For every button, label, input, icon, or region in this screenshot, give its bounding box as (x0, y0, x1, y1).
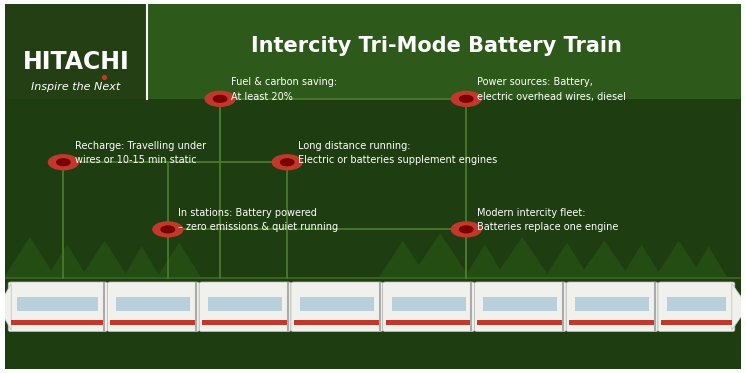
Bar (0, 369, 746, 373)
Text: Power sources: Battery,
electric overhead wires, diesel: Power sources: Battery, electric overhea… (477, 77, 627, 102)
Polygon shape (0, 283, 11, 330)
Bar (386, 320, 471, 325)
Bar (300, 297, 374, 310)
Bar (483, 297, 557, 310)
Bar (110, 320, 196, 325)
Circle shape (451, 222, 481, 237)
Circle shape (460, 226, 473, 233)
Text: Modern intercity fleet:
Batteries replace one engine: Modern intercity fleet: Batteries replac… (477, 208, 619, 232)
Circle shape (451, 91, 481, 106)
FancyBboxPatch shape (474, 282, 566, 332)
Text: Recharge: Travelling under
wires or 10-15 min static: Recharge: Travelling under wires or 10-1… (75, 141, 206, 165)
Polygon shape (379, 241, 427, 278)
Circle shape (57, 159, 70, 166)
Bar (294, 320, 380, 325)
FancyBboxPatch shape (383, 282, 474, 332)
Polygon shape (46, 244, 88, 278)
Circle shape (205, 91, 235, 106)
Bar (11, 320, 104, 325)
Circle shape (272, 155, 302, 170)
FancyBboxPatch shape (107, 282, 199, 332)
Text: Intercity Tri-Mode Battery Train: Intercity Tri-Mode Battery Train (251, 35, 622, 56)
Polygon shape (4, 237, 56, 278)
Bar (0, 0, 5, 373)
Bar (569, 320, 655, 325)
Bar (116, 297, 190, 310)
Circle shape (213, 95, 227, 102)
Polygon shape (494, 237, 550, 278)
Text: In stations: Battery powered
– zero emissions & quiet running: In stations: Battery powered – zero emis… (178, 208, 338, 232)
Polygon shape (81, 241, 129, 278)
Circle shape (280, 159, 294, 166)
FancyBboxPatch shape (8, 282, 107, 332)
FancyBboxPatch shape (291, 282, 383, 332)
Polygon shape (545, 242, 589, 278)
Text: HITACHI: HITACHI (22, 50, 130, 73)
FancyBboxPatch shape (566, 282, 658, 332)
Text: Long distance running:
Electric or batteries supplement engines: Long distance running: Electric or batte… (298, 141, 498, 165)
Bar (661, 320, 732, 325)
Bar (5, 99, 741, 369)
Polygon shape (655, 241, 703, 278)
Bar (392, 297, 466, 310)
Polygon shape (464, 244, 506, 278)
Bar (5, 4, 741, 99)
Polygon shape (157, 242, 201, 278)
Polygon shape (410, 233, 470, 278)
Circle shape (153, 222, 183, 237)
Bar (667, 297, 726, 310)
Polygon shape (732, 283, 746, 330)
Bar (575, 297, 649, 310)
Bar (202, 320, 288, 325)
Polygon shape (690, 246, 727, 278)
Bar (17, 297, 98, 310)
Polygon shape (621, 244, 662, 278)
Polygon shape (123, 246, 160, 278)
Bar (477, 320, 563, 325)
Circle shape (161, 226, 175, 233)
Bar (208, 297, 282, 310)
Bar (5, 4, 147, 99)
Polygon shape (578, 241, 630, 278)
FancyBboxPatch shape (199, 282, 291, 332)
Circle shape (48, 155, 78, 170)
Circle shape (460, 95, 473, 102)
FancyBboxPatch shape (658, 282, 735, 332)
Text: Inspire the Next: Inspire the Next (31, 82, 121, 91)
Text: Fuel & carbon saving:
At least 20%: Fuel & carbon saving: At least 20% (231, 77, 337, 102)
Bar (0, 0, 746, 4)
Bar (741, 0, 746, 373)
